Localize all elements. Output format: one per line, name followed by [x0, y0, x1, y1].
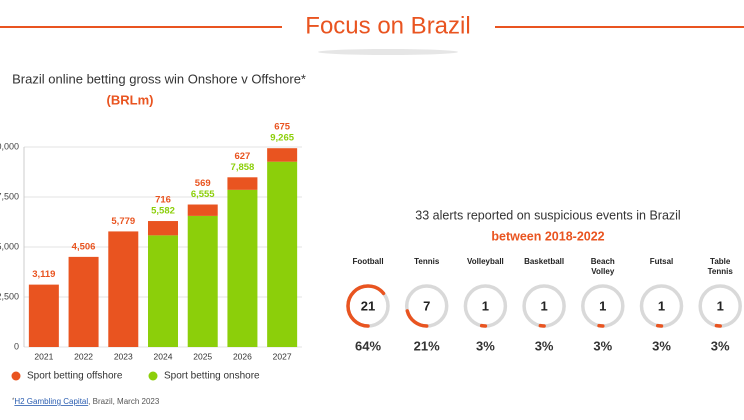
count-label: 21	[361, 298, 375, 313]
footnote-marker: *	[12, 398, 15, 404]
x-tick-label: 2023	[114, 351, 133, 361]
value-label: 716	[155, 195, 171, 206]
count-label: 1	[717, 298, 724, 313]
y-tick-label: 5,000	[0, 241, 19, 251]
donut-arc	[639, 284, 684, 328]
count-label: 1	[658, 298, 665, 313]
slide-title: Focus on Brazil	[305, 12, 470, 39]
bar-segment	[187, 215, 218, 347]
share-label: 3%	[652, 338, 671, 353]
footnote-link[interactable]: H2 Gambling Capital	[14, 397, 88, 406]
value-label: 6,555	[191, 189, 215, 200]
bar-segment	[148, 235, 178, 347]
y-tick-label: 0	[14, 341, 19, 351]
bar-segment	[68, 256, 99, 347]
share-label: 64%	[355, 338, 381, 353]
value-label: 5,779	[111, 216, 135, 227]
footnote-text: , Brazil, March 2023	[88, 397, 160, 406]
value-label: 7,858	[231, 162, 255, 173]
alerts-title: 33 alerts reported on suspicious events …	[415, 208, 680, 222]
x-tick-label: 2027	[273, 351, 292, 361]
value-label: 3,119	[32, 269, 55, 280]
chart-title: Brazil online betting gross win Onshore …	[12, 71, 306, 86]
bar-segment	[187, 204, 218, 216]
donut-arc	[522, 284, 566, 328]
bar-segment	[227, 177, 258, 190]
donut-arc	[463, 284, 508, 328]
legend-swatch	[11, 371, 21, 381]
category-label: Basketball	[524, 257, 564, 266]
x-tick-label: 2026	[233, 351, 252, 361]
count-label: 7	[423, 298, 430, 313]
donut-arc	[404, 284, 449, 328]
category-label: Football	[352, 257, 383, 266]
count-label: 1	[599, 298, 606, 313]
chart-subtitle: (BRLm)	[107, 92, 154, 107]
donut-arc	[581, 284, 625, 328]
bar-segment	[108, 231, 139, 347]
x-tick-label: 2024	[154, 351, 173, 361]
category-label: Beach Volley	[591, 257, 615, 276]
share-label: 3%	[711, 338, 730, 353]
category-label: Futsal	[650, 257, 674, 266]
bar-segment	[267, 161, 298, 347]
bar-segment	[267, 148, 298, 162]
x-tick-label: 2025	[193, 351, 212, 361]
category-label: Tennis	[414, 257, 440, 266]
value-label: 9,265	[270, 133, 294, 144]
category-label: Table Tennis	[708, 257, 734, 276]
value-label: 569	[195, 178, 211, 189]
y-tick-label: 10,000	[0, 141, 19, 151]
legend-swatch	[148, 371, 158, 381]
alerts-subtitle: between 2018-2022	[491, 229, 604, 243]
header-shadow	[318, 49, 458, 55]
donut-arc	[346, 284, 390, 328]
bar-segment	[227, 189, 258, 347]
category-label: Volleyball	[467, 257, 504, 266]
value-label: 4,506	[72, 241, 96, 252]
y-tick-label: 7,500	[0, 191, 19, 201]
donut-arc	[698, 284, 742, 328]
share-label: 21%	[414, 338, 440, 353]
y-tick-label: 2,500	[0, 291, 19, 301]
legend-label: Sport betting offshore	[27, 371, 123, 382]
value-label: 675	[274, 122, 291, 133]
bar-segment	[28, 284, 59, 347]
share-label: 3%	[535, 338, 554, 353]
count-label: 1	[540, 298, 547, 313]
bar-segment	[148, 221, 178, 236]
count-label: 1	[482, 298, 489, 313]
x-tick-label: 2021	[34, 351, 53, 361]
value-label: 627	[234, 151, 250, 162]
footnote: *H2 Gambling Capital, Brazil, March 2023	[12, 397, 160, 406]
share-label: 3%	[476, 338, 495, 353]
legend-label: Sport betting onshore	[164, 371, 260, 382]
value-label: 5,582	[151, 206, 175, 217]
x-tick-label: 2022	[74, 351, 93, 361]
share-label: 3%	[593, 338, 612, 353]
